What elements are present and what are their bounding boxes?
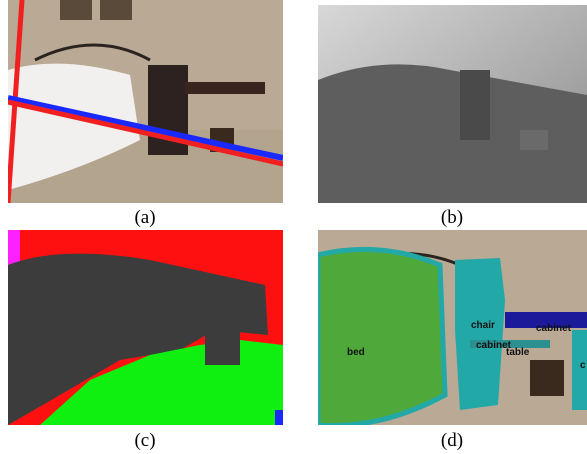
segment-label: bed (347, 347, 365, 358)
caption: (a) (134, 207, 155, 228)
caption: (c) (134, 430, 155, 451)
caption: (b) (441, 207, 463, 228)
caption: (d) (441, 430, 463, 451)
segment-label: cabinet (476, 340, 512, 351)
panel-a-image (8, 0, 283, 203)
panel-c-image (8, 230, 283, 425)
panel-b-image (318, 5, 587, 203)
segment-label: chair (471, 320, 495, 331)
panel-d-image (318, 230, 587, 425)
segment-label: c (580, 360, 586, 371)
segment-label: table (506, 347, 530, 358)
segment-label: cabinet (536, 323, 572, 334)
